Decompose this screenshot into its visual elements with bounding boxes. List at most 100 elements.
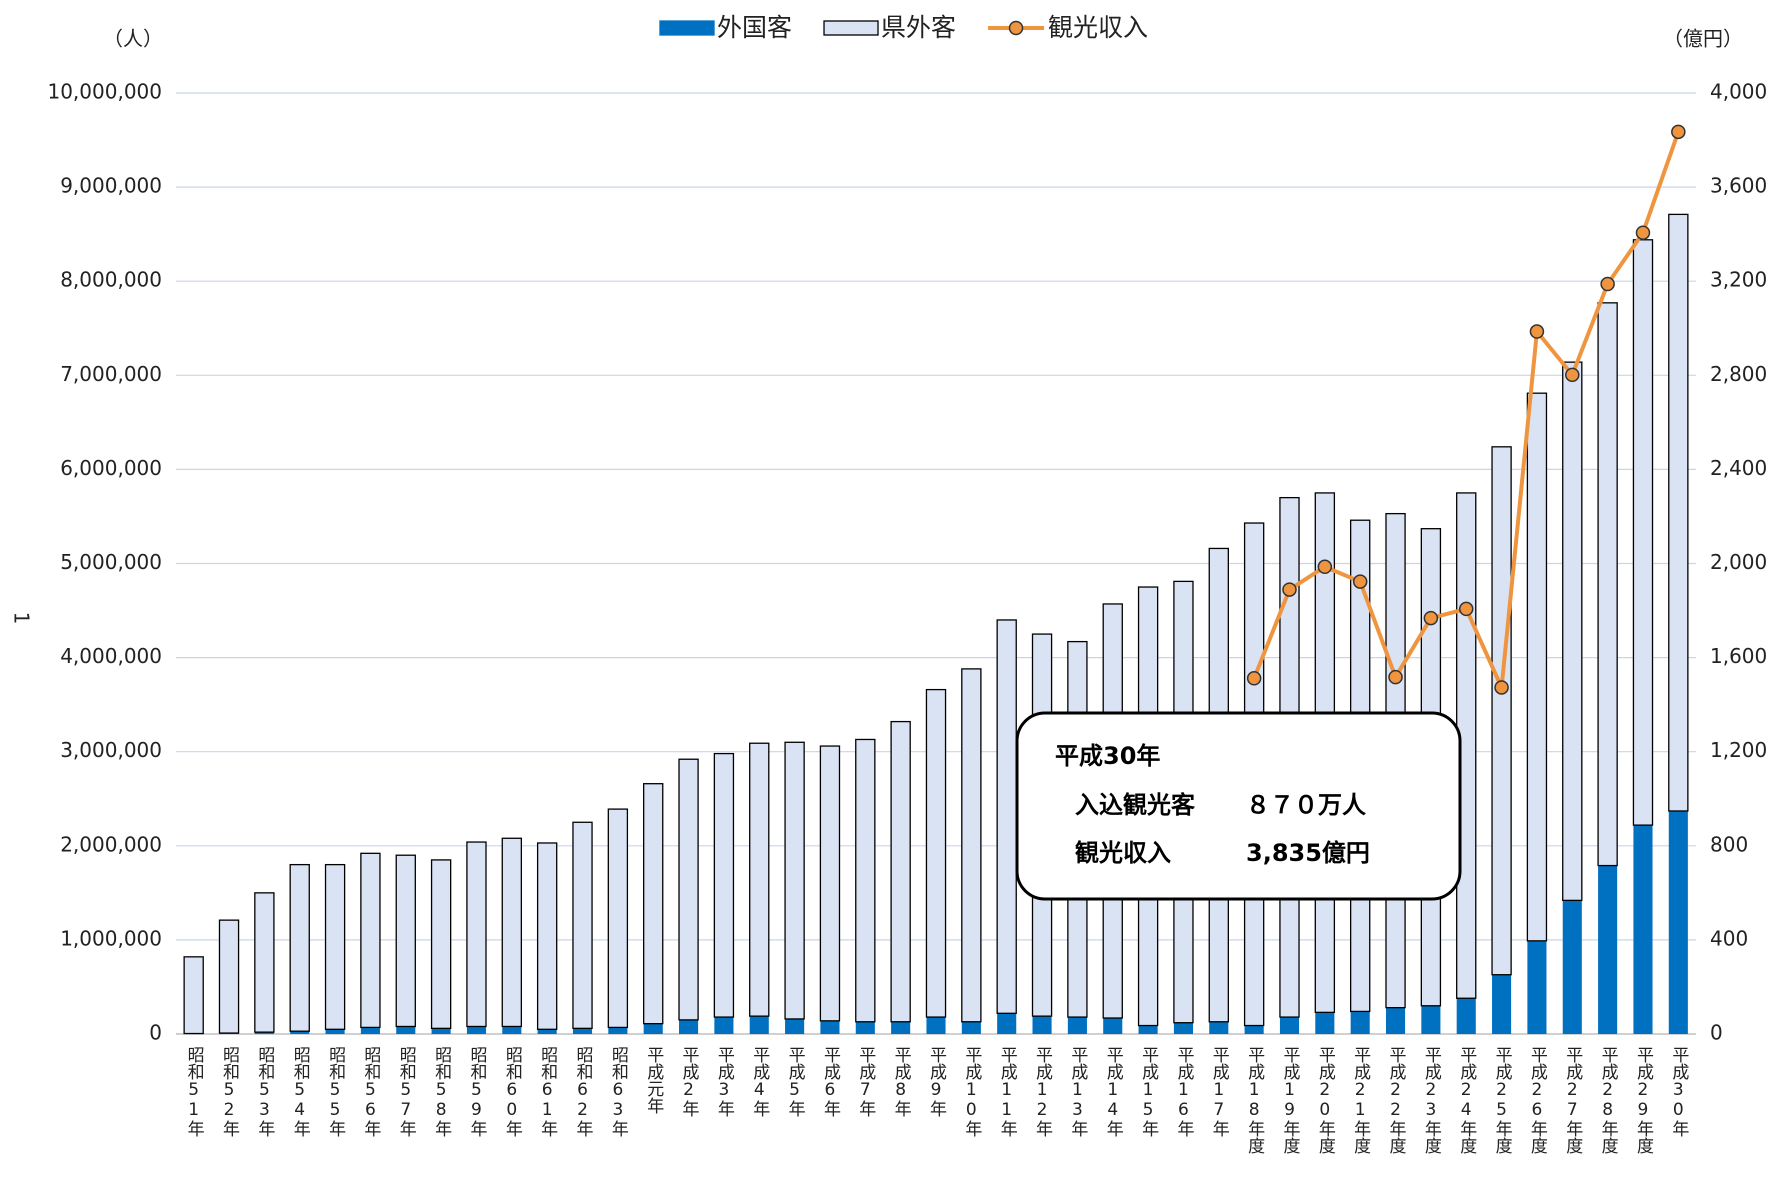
- x-tick-label: 平成23年度: [1421, 1046, 1442, 1154]
- x-tick-label: 平成27年度: [1562, 1046, 1583, 1154]
- x-tick-label: 昭和53年: [254, 1046, 275, 1137]
- legend-label: 観光収入: [1048, 13, 1148, 42]
- x-tick-label: 昭和54年: [290, 1046, 311, 1137]
- x-tick-label: 昭和61年: [537, 1046, 558, 1137]
- line-point: [1352, 574, 1368, 589]
- bar-segment: [961, 668, 982, 1023]
- bar-segment: [1492, 974, 1512, 1034]
- bar-segment: [926, 1017, 946, 1034]
- y-tick-label: 6,000,000: [60, 456, 162, 480]
- bar-segment: [254, 892, 275, 1033]
- bar-segment: [1209, 1021, 1229, 1034]
- bar-segment: [395, 854, 416, 1028]
- bar-segment: [290, 1031, 310, 1034]
- bar-segment: [466, 1026, 487, 1034]
- bar-segment: [1421, 1005, 1441, 1034]
- x-tick-label: 平成26年度: [1527, 1046, 1548, 1154]
- legend-swatch: [823, 20, 879, 36]
- x-tick-label: 平成25年度: [1492, 1046, 1513, 1154]
- x-tick-label: 昭和63年: [608, 1046, 629, 1137]
- bar-segment: [820, 1020, 840, 1034]
- annotation-box: [1015, 711, 1462, 901]
- bar-segment: [961, 1021, 981, 1034]
- bar-segment: [360, 852, 381, 1029]
- y-unit: （人）: [103, 27, 163, 51]
- bar-segment: [254, 1032, 274, 1034]
- bar-segment: [1385, 1007, 1406, 1034]
- x-tick-label: 平成8年: [891, 1046, 912, 1117]
- bar-segment: [502, 1026, 522, 1034]
- x-tick-label: 平成28年度: [1598, 1046, 1619, 1154]
- line-point: [1529, 324, 1545, 339]
- line-point: [1282, 582, 1297, 597]
- legend-label: 外国客: [717, 13, 792, 42]
- y2-tick-label: 800: [1710, 832, 1748, 856]
- line-point: [1317, 559, 1333, 575]
- bar-segment: [1244, 1025, 1264, 1034]
- bar-segment: [1527, 940, 1547, 1034]
- y-tick-label: 3,000,000: [60, 738, 162, 762]
- x-tick-label: 昭和62年: [573, 1046, 594, 1137]
- x-tick-label: 平成2年: [679, 1046, 700, 1117]
- bar-segment: [536, 842, 558, 1030]
- y2-unit: （億円）: [1663, 27, 1743, 51]
- x-tick-label: 平成14年: [1103, 1046, 1124, 1137]
- bar-segment: [1279, 1017, 1300, 1034]
- line-point: [1494, 680, 1509, 695]
- bar-segment: [430, 859, 452, 1030]
- y-tick-label: 2,000,000: [60, 832, 162, 856]
- line-point: [1671, 124, 1686, 140]
- y-tick-label: 9,000,000: [60, 174, 162, 198]
- bar-segment: [749, 742, 770, 1017]
- bar-segment: [1526, 392, 1548, 942]
- bar-segment: [572, 1028, 593, 1034]
- x-tick-label: 昭和52年: [219, 1046, 240, 1137]
- y2-tick-label: 3,600: [1710, 174, 1767, 198]
- x-tick-label: 平成20年度: [1315, 1046, 1336, 1154]
- bar-segment: [360, 1027, 380, 1034]
- annotation-title: 平成30年: [1055, 742, 1160, 770]
- bar-segment: [1173, 1022, 1193, 1034]
- bar-segment: [1315, 1012, 1335, 1034]
- y2-tick-label: 2,400: [1710, 456, 1767, 480]
- x-tick-label: 平成4年: [749, 1046, 770, 1117]
- x-tick-label: 平成12年: [1032, 1046, 1053, 1137]
- bar-segment: [1562, 361, 1583, 902]
- bar-segment: [1491, 446, 1512, 976]
- y2-tick-label: 4,000: [1710, 80, 1767, 104]
- x-tick-label: 昭和56年: [360, 1046, 381, 1137]
- x-tick-label: 平成15年: [1138, 1046, 1159, 1137]
- x-tick-label: 平成29年度: [1633, 1046, 1654, 1154]
- bar-segment: [218, 919, 240, 1034]
- x-tick-label: 昭和51年: [184, 1046, 205, 1137]
- bar-segment: [466, 841, 487, 1028]
- x-tick-label: 平成3年: [714, 1046, 735, 1117]
- bar-segment: [1597, 302, 1618, 867]
- bar-segment: [572, 821, 593, 1030]
- bar-segment: [678, 758, 699, 1021]
- bar-segment: [324, 863, 346, 1030]
- bar-segment: [1632, 239, 1654, 826]
- bar-segment: [785, 1018, 805, 1034]
- line-point: [1600, 276, 1615, 292]
- bar-segment: [183, 956, 204, 1035]
- x-tick-label: 平成17年: [1209, 1046, 1230, 1137]
- bar-segment: [855, 1021, 875, 1034]
- bar-segment: [679, 1019, 699, 1034]
- bar-segment: [325, 1029, 345, 1034]
- bar-segment: [890, 720, 911, 1023]
- bar-segment: [643, 1023, 663, 1034]
- x-tick-label: 平成22年度: [1386, 1046, 1407, 1154]
- x-tick-label: 平成11年: [997, 1046, 1018, 1137]
- x-tick-label: 平成元年: [643, 1046, 664, 1114]
- bar-segment: [925, 688, 947, 1018]
- bar-segment: [713, 752, 735, 1018]
- y2-tick-label: 400: [1710, 926, 1748, 950]
- x-tick-label: 平成19年度: [1279, 1046, 1300, 1154]
- bar-segment: [714, 1017, 734, 1034]
- y-tick-label: 1,000,000: [60, 926, 162, 950]
- x-tick-label: 昭和57年: [396, 1046, 417, 1137]
- bar-segment: [1562, 900, 1582, 1034]
- annotation-label: 観光収入: [1075, 839, 1171, 867]
- x-tick-label: 平成9年: [926, 1046, 947, 1117]
